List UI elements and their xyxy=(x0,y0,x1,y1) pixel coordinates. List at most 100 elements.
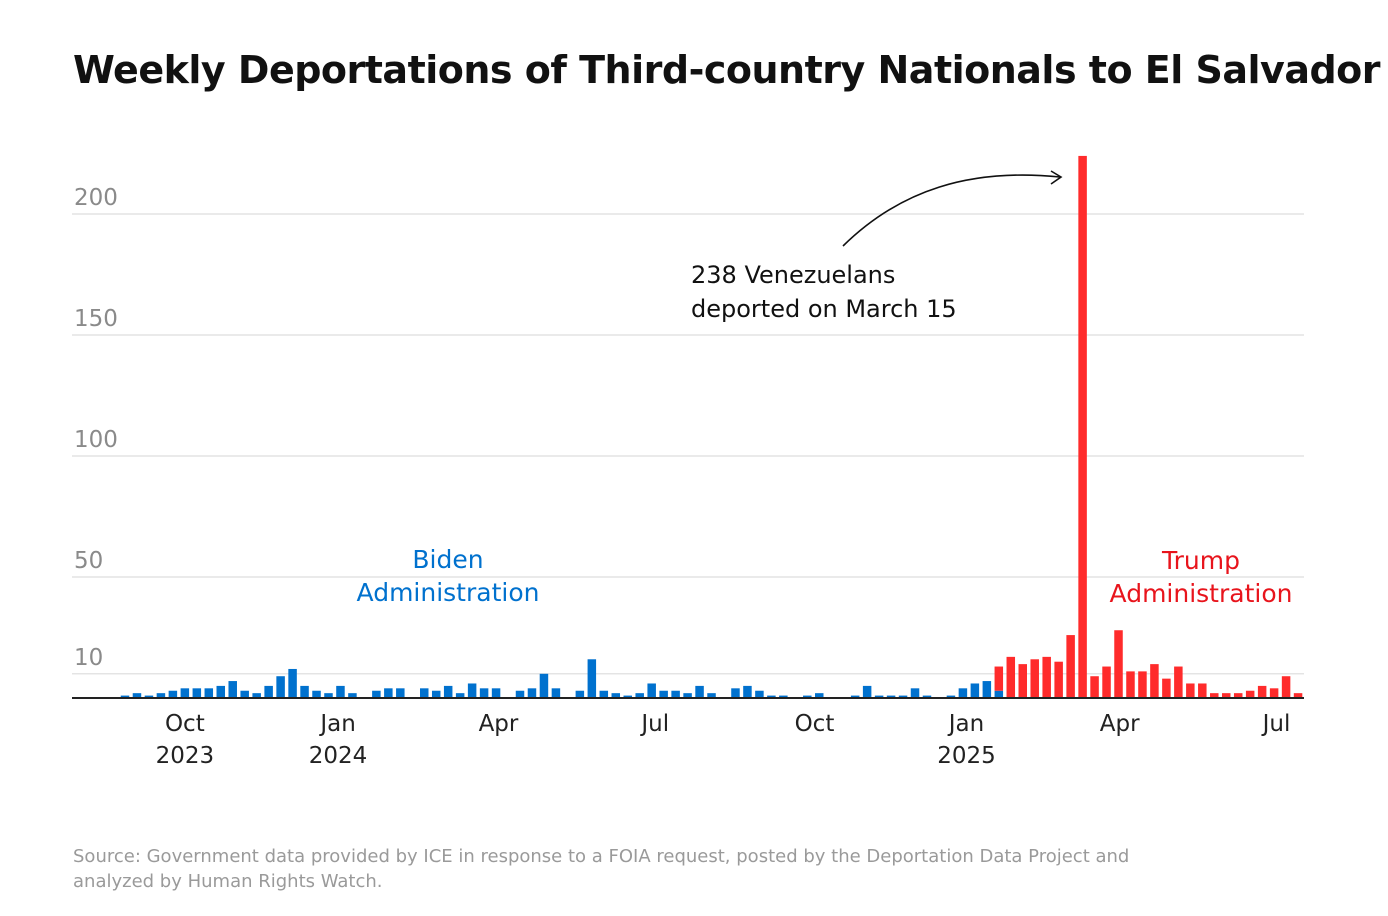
bar-biden xyxy=(683,693,692,698)
bar-biden xyxy=(132,693,142,698)
bar-biden xyxy=(850,695,860,698)
bar-biden xyxy=(982,681,992,698)
gridlines xyxy=(72,213,1304,675)
trump-label-line1: Trump xyxy=(1161,546,1240,575)
bar-biden xyxy=(874,695,884,698)
bar-biden xyxy=(491,688,501,698)
bar-trump xyxy=(1293,693,1303,698)
bar-trump xyxy=(1138,671,1147,698)
bar-biden xyxy=(276,676,285,698)
bar-biden xyxy=(994,690,1004,698)
bar-biden xyxy=(803,695,812,698)
source-line2: analyzed by Human Rights Watch. xyxy=(73,871,383,892)
bar-biden xyxy=(755,690,764,698)
bar-biden xyxy=(743,685,752,698)
bar-biden xyxy=(815,693,824,698)
bar-biden xyxy=(240,690,249,698)
bar-trump xyxy=(1054,661,1063,698)
bar-biden xyxy=(264,685,273,698)
bar-biden xyxy=(910,688,920,698)
bar-trump xyxy=(1114,630,1123,698)
x-tick-label: Apr xyxy=(479,711,519,737)
bar-trump xyxy=(1233,693,1243,698)
bar-trump xyxy=(1090,676,1099,698)
bar-biden xyxy=(707,693,716,698)
bar-biden xyxy=(767,695,776,698)
biden-label-line1: Biden xyxy=(412,545,483,574)
biden-label-line2: Administration xyxy=(357,578,540,607)
bar-trump xyxy=(1042,656,1051,698)
bar-trump xyxy=(1066,635,1075,698)
bar-biden xyxy=(144,695,154,698)
bar-biden xyxy=(228,681,237,698)
bar-biden xyxy=(647,683,656,698)
arrow-head-icon xyxy=(1050,170,1063,185)
trump-label-line2: Administration xyxy=(1110,579,1293,608)
annotation-arrow xyxy=(842,174,1061,247)
bar-biden xyxy=(168,690,178,698)
annotation-line2: deported on March 15 xyxy=(691,295,957,323)
x-tick-year-label: 2024 xyxy=(309,743,368,769)
chart-title: Weekly Deportations of Third-country Nat… xyxy=(73,48,1381,92)
y-tick-label: 10 xyxy=(74,645,103,671)
bar-trump xyxy=(1150,664,1159,698)
bar-biden xyxy=(479,688,489,698)
x-tick-label: Jul xyxy=(1261,711,1291,737)
bar-biden xyxy=(635,693,644,698)
bar-biden xyxy=(527,688,537,698)
bar-biden xyxy=(180,688,190,698)
source-line1: Source: Government data provided by ICE … xyxy=(73,846,1129,867)
bar-biden xyxy=(623,695,632,698)
x-tick-label: Oct xyxy=(165,711,205,737)
bar-trump xyxy=(1030,659,1039,698)
x-tick-label: Apr xyxy=(1100,711,1140,737)
bar-trump xyxy=(1102,666,1111,698)
bar-biden xyxy=(958,688,968,698)
bar-biden xyxy=(862,685,872,698)
bar-biden xyxy=(970,683,980,698)
bar-biden xyxy=(348,693,357,698)
y-tick-label: 150 xyxy=(74,306,118,332)
x-tick-year-label: 2023 xyxy=(156,743,215,769)
bar-trump xyxy=(1269,688,1279,698)
x-tick-label: Jan xyxy=(947,711,984,737)
bar-biden xyxy=(192,688,202,698)
bar-trump xyxy=(1006,656,1016,698)
bar-biden xyxy=(120,695,130,698)
bar-trump xyxy=(1198,683,1207,698)
x-tick-year-label: 2025 xyxy=(937,743,996,769)
y-tick-label: 100 xyxy=(74,427,118,453)
bar-biden xyxy=(420,688,429,698)
bar-trump xyxy=(1174,666,1183,698)
bar-biden xyxy=(779,695,788,698)
annotation-line1: 238 Venezuelans xyxy=(691,261,895,289)
bar-trump xyxy=(1221,693,1231,698)
bar-biden xyxy=(396,688,405,698)
bar-biden xyxy=(946,695,956,698)
bar-biden xyxy=(599,690,609,698)
bar-trump xyxy=(1162,678,1171,698)
bar-trump xyxy=(1186,683,1195,698)
bar-biden xyxy=(695,685,704,698)
bar-trump xyxy=(1210,693,1219,698)
bar-trump xyxy=(1257,685,1267,698)
bar-trump xyxy=(1281,676,1291,698)
y-tick-label: 50 xyxy=(74,548,103,574)
bar-trump xyxy=(1245,690,1255,698)
bar-biden xyxy=(384,688,393,698)
bar-trump xyxy=(994,666,1004,691)
bar-biden xyxy=(731,688,740,698)
x-tick-label: Oct xyxy=(795,711,835,737)
bar-biden xyxy=(156,693,166,698)
bar-biden xyxy=(611,693,621,698)
bar-biden xyxy=(324,693,333,698)
y-tick-label: 200 xyxy=(74,185,118,211)
bar-biden xyxy=(575,690,585,698)
bar-trump xyxy=(1018,664,1027,698)
bar-biden xyxy=(898,695,908,698)
bar-trump xyxy=(1078,155,1087,699)
bar-biden xyxy=(539,673,549,698)
bar-trump xyxy=(1126,671,1135,698)
x-axis: Oct 2023 Jan 2024 Apr Jul Oct Jan 2025 Apr Jul xyxy=(156,711,1291,769)
bar-biden xyxy=(288,668,297,698)
